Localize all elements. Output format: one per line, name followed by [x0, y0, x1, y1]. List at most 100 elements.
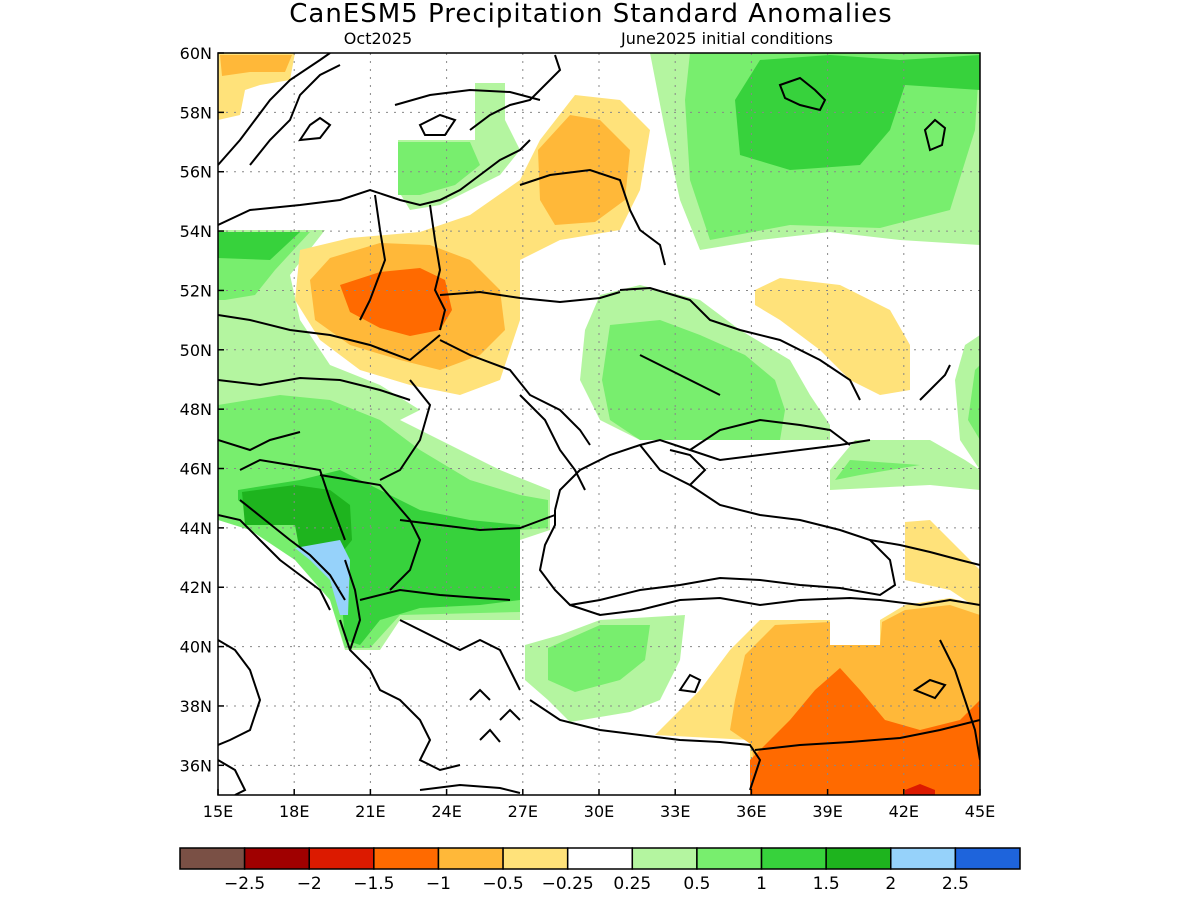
- colorbar-swatch: [696, 847, 763, 870]
- lat-tick-label: 42N: [180, 578, 212, 597]
- colorbar-label: 1: [756, 874, 767, 894]
- lat-tick-label: 40N: [180, 638, 212, 657]
- lat-tick-label: 60N: [180, 44, 212, 63]
- anomaly-region-wet-turkey-west-core: [548, 625, 650, 692]
- border-slovenia: [218, 431, 301, 452]
- colorbar-label: 0.5: [683, 874, 710, 894]
- border-romania-ukraine: [439, 339, 591, 446]
- colorbar-label: −0.25: [542, 874, 594, 894]
- colorbar-label: 1.5: [813, 874, 840, 894]
- border-croatia-bosnia: [239, 458, 346, 541]
- lon-tick-label: 33E: [660, 802, 690, 821]
- coastline-azov: [689, 418, 851, 451]
- colorbar-swatch: [631, 847, 698, 870]
- lat-tick-label: 46N: [180, 460, 212, 479]
- colorbar-swatch: [179, 847, 246, 870]
- border-belarus-ukraine: [439, 290, 621, 304]
- lon-tick-label: 21E: [355, 802, 385, 821]
- lon-tick-label: 15E: [203, 802, 233, 821]
- colorbar-swatch: [243, 847, 310, 870]
- border-romania-moldova: [519, 394, 586, 491]
- border-turkey-iran: [939, 639, 980, 761]
- lon-tick-label: 18E: [279, 802, 309, 821]
- lon-tick-label: 27E: [508, 802, 538, 821]
- river-don-east: [919, 364, 951, 401]
- anomaly-region-wet-adriatic-blue: [295, 540, 350, 615]
- colorbar-swatch: [502, 847, 569, 870]
- coastline-adriatic-east: [239, 499, 346, 601]
- coastline-italy-east: [218, 514, 331, 611]
- colorbar-swatch: [890, 847, 957, 870]
- anomaly-region-wet-east-core: [835, 460, 920, 480]
- anomaly-region-dry-caucasus: [905, 520, 980, 610]
- figure-title: CanESM5 Precipitation Standard Anomalies: [289, 0, 892, 29]
- coastline-baltic-south: [218, 139, 531, 226]
- border-turkey-syria: [754, 719, 980, 751]
- lon-tick-label: 30E: [584, 802, 614, 821]
- coastline-baltic-states: [469, 54, 562, 131]
- colorbar-swatch: [760, 847, 827, 870]
- coastline-greece: [339, 619, 461, 772]
- colorbar: [179, 847, 1021, 870]
- colorbar-label: 0.25: [613, 874, 651, 894]
- lat-tick-label: 38N: [180, 697, 212, 716]
- anomaly-region-dry-nw-core: [220, 55, 292, 76]
- longitude-tick-labels: 15E 18E 21E 24E 27E 30E 33E 36E 39E 42E 45E: [203, 789, 995, 821]
- border-bulgaria-greece: [359, 588, 511, 601]
- border-romania-bulgaria: [399, 514, 556, 532]
- colorbar-label: −2: [297, 874, 322, 894]
- initial-conditions: June2025 initial conditions: [620, 29, 833, 48]
- lon-tick-label: 39E: [812, 802, 842, 821]
- border-albania: [344, 559, 362, 651]
- forecast-month: Oct2025: [344, 29, 412, 48]
- anomaly-region-dry-turkey-max: [750, 668, 980, 795]
- lon-tick-label: 36E: [736, 802, 766, 821]
- coastline-scandinavia: [218, 53, 331, 166]
- lat-tick-label: 52N: [180, 281, 212, 300]
- coastline-turkey-south: [529, 699, 762, 791]
- anomaly-region-wet-balkans-max: [242, 485, 352, 555]
- colorbar-label: 2: [885, 874, 896, 894]
- lat-tick-label: 48N: [180, 400, 212, 419]
- coastline-finland-gulf: [394, 88, 541, 106]
- border-caucasus: [869, 539, 980, 566]
- coastline-greece-east: [399, 619, 521, 691]
- lat-tick-label: 36N: [180, 756, 212, 775]
- coastline-caspian-lake: [912, 678, 947, 700]
- colorbar-label: −2.5: [224, 874, 265, 894]
- reservoir-dnieper: [639, 354, 721, 396]
- coastline-black-sea: [538, 438, 897, 607]
- colorbar-label: −1: [426, 874, 451, 894]
- anomaly-region-dry-poland-max: [340, 268, 452, 336]
- colorbar-label: 2.5: [942, 874, 969, 894]
- border-germany-poland: [359, 194, 387, 321]
- lake-onega: [923, 118, 947, 152]
- coastline-gotland: [297, 116, 332, 142]
- border-belarus-russia: [519, 168, 666, 266]
- border-serbia: [319, 474, 422, 591]
- colorbar-swatch: [954, 847, 1021, 870]
- colorbar-label: −1.5: [353, 874, 394, 894]
- coastline-italy-south: [218, 639, 262, 746]
- coastline-crete: [419, 783, 521, 794]
- latitude-tick-labels: 60N 58N 56N 54N 52N 50N 48N 46N 44N 42N 40N 38N 36N: [180, 44, 224, 775]
- anomaly-region-wet-ukraine-core: [602, 320, 785, 440]
- lon-tick-label: 24E: [431, 802, 461, 821]
- border-austria-hungary: [218, 376, 411, 401]
- map-panel: [218, 53, 980, 795]
- colorbar-swatch: [825, 847, 892, 870]
- colorbar-swatch: [373, 847, 440, 870]
- colorbar-labels: −2.5 −2 −1.5 −1 −0.5 −0.25 0.25 0.5 1 1.5 2 2.5: [224, 874, 969, 894]
- anomaly-region-wet-far-east: [955, 335, 980, 470]
- anomaly-region-wet-top-center-core: [398, 142, 480, 195]
- coastline-sweden-east: [249, 64, 341, 166]
- colorbar-swatch: [566, 847, 634, 870]
- coastline-aegean-islands: [469, 688, 521, 743]
- lon-tick-label: 42E: [889, 802, 919, 821]
- lat-tick-label: 56N: [180, 163, 212, 182]
- border-hungary-romania: [379, 379, 432, 481]
- coastline-turkey-north: [569, 596, 980, 617]
- coastline-saaremaa: [418, 113, 457, 136]
- coastlines-and-borders: [218, 53, 980, 795]
